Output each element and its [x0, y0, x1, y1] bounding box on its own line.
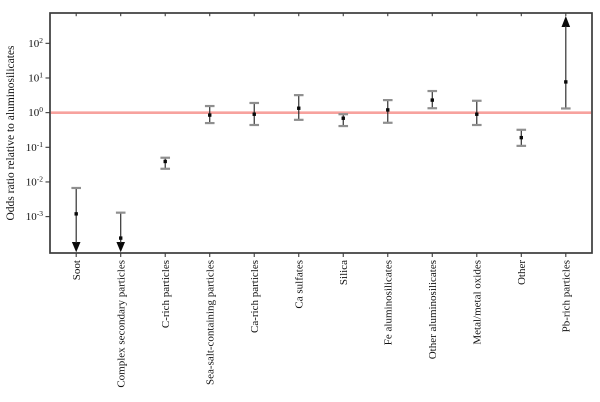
point-marker [119, 236, 123, 240]
x-tick-label: Soot [71, 260, 83, 280]
y-tick-label: 102 [28, 36, 43, 50]
point-marker [208, 113, 212, 117]
point-marker [252, 112, 256, 116]
y-tick-label: 10-2 [26, 174, 43, 188]
down-arrowhead [116, 242, 126, 253]
error-bar-10 [516, 128, 527, 147]
axes-layer: 102 101 100 10-1 10-2 10-3 Soot Complex seconda… [26, 13, 573, 388]
y-tick-label: 101 [28, 70, 43, 84]
error-bar-5 [293, 94, 304, 121]
x-tick-label: C-rich particles [160, 260, 172, 328]
y-axis-title: Odds ratio relative to aluminosilicates [5, 45, 17, 221]
error-bar-2 [160, 156, 171, 170]
point-marker [163, 159, 167, 164]
error-bar-9 [471, 99, 482, 127]
error-bar-6 [338, 113, 349, 128]
error-bar-8 [427, 89, 438, 110]
point-marker [297, 106, 301, 110]
up-arrowhead [561, 16, 571, 27]
plot-border [49, 12, 593, 254]
error-bar-7 [382, 99, 393, 124]
y-tick-label: 10-3 [26, 209, 43, 223]
error-bar-0 [71, 186, 81, 253]
x-tick-label: Ca sulfates [294, 260, 306, 309]
y-tick-label: 10-1 [26, 140, 43, 154]
x-tick-label: Pb-rich particles [561, 260, 573, 332]
error-bar-4 [249, 101, 260, 127]
error-bar-11 [561, 16, 571, 110]
down-arrowhead [71, 242, 81, 253]
error-bars-layer [71, 16, 571, 253]
point-marker [475, 112, 479, 116]
x-tick-label: Complex secondary particles [116, 260, 128, 388]
x-tick-label: Silica [338, 260, 350, 285]
x-tick-label: Sea-salt-containing particles [205, 260, 217, 385]
point-marker [430, 98, 434, 102]
point-marker [519, 135, 523, 140]
point-marker [564, 80, 568, 84]
error-bar-3 [204, 104, 215, 125]
x-tick-label: Metal/metal oxides [472, 260, 484, 345]
point-marker [74, 212, 78, 216]
error-bar-1 [115, 211, 126, 253]
x-tick-label: Other aluminosilicates [427, 260, 439, 359]
y-tick-label: 100 [28, 105, 43, 119]
x-tick-label: Other [516, 260, 528, 285]
point-marker [341, 116, 345, 120]
x-tick-label: Ca-rich particles [249, 260, 261, 333]
point-marker [386, 108, 390, 112]
x-tick-label: Fe aluminosilicates [383, 260, 395, 345]
